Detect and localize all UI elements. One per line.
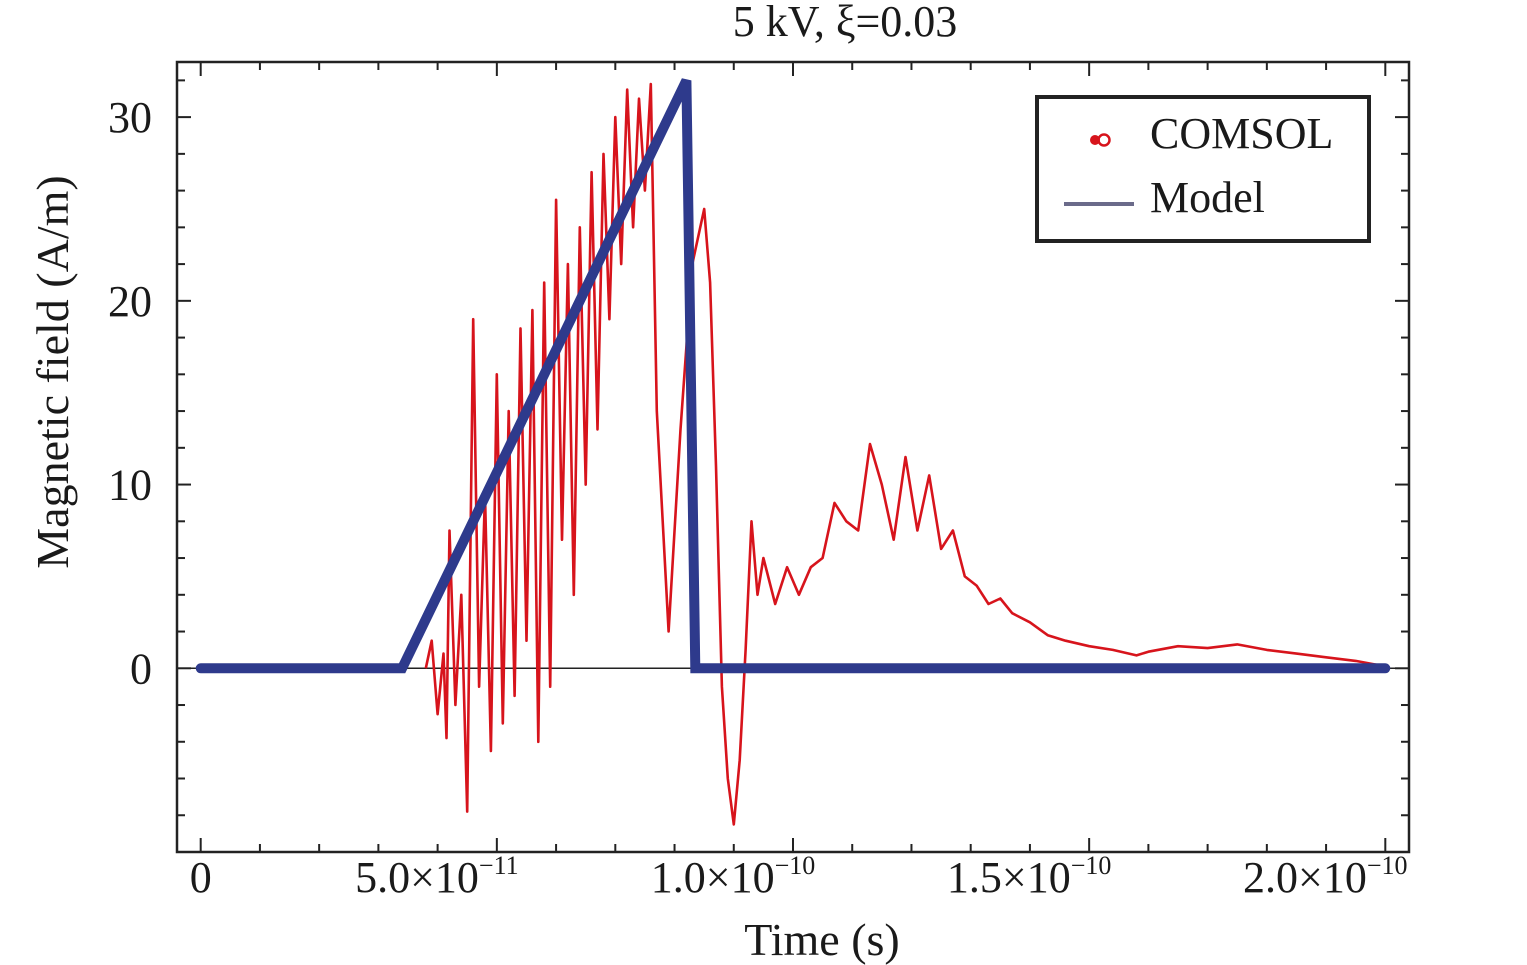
plot-frame — [175, 60, 1411, 854]
y-tick-label: 0 — [130, 644, 152, 693]
y-tick-label: 20 — [108, 277, 152, 326]
y-tick-label: 30 — [108, 93, 152, 142]
x-tick-label: 1.0×10−10 — [651, 851, 816, 902]
y-tick-labels: 0 10 20 30 — [108, 93, 152, 693]
x-axis-label: Time (s) — [744, 914, 900, 965]
x-tick-label: 2.0×10−10 — [1243, 851, 1408, 902]
chart-title: 5 kV, ξ=0.03 — [733, 0, 958, 46]
x-tick-label: 5.0×10−11 — [355, 851, 519, 902]
x-tick-label: 0 — [190, 853, 212, 902]
tick-marks — [177, 62, 1409, 853]
y-axis-label: Magnetic field (A/m) — [27, 175, 78, 568]
legend-label-comsol: COMSOL — [1150, 109, 1333, 158]
legend: COMSOL Model — [1035, 95, 1371, 243]
series-model-line — [195, 78, 1391, 674]
legend-label-model: Model — [1150, 173, 1265, 222]
series-comsol-line — [424, 82, 1386, 826]
x-tick-label: 1.5×10−10 — [947, 851, 1112, 902]
legend-comsol-marker-ring-icon — [1097, 133, 1111, 147]
legend-box — [1035, 95, 1371, 243]
y-tick-label: 10 — [108, 461, 152, 510]
plot-series — [195, 78, 1391, 826]
x-tick-labels: 0 5.0×10−11 1.0×10−10 1.5×10−10 2.0×10−10 — [190, 851, 1408, 902]
legend-comsol-marker-icon — [1090, 135, 1100, 145]
